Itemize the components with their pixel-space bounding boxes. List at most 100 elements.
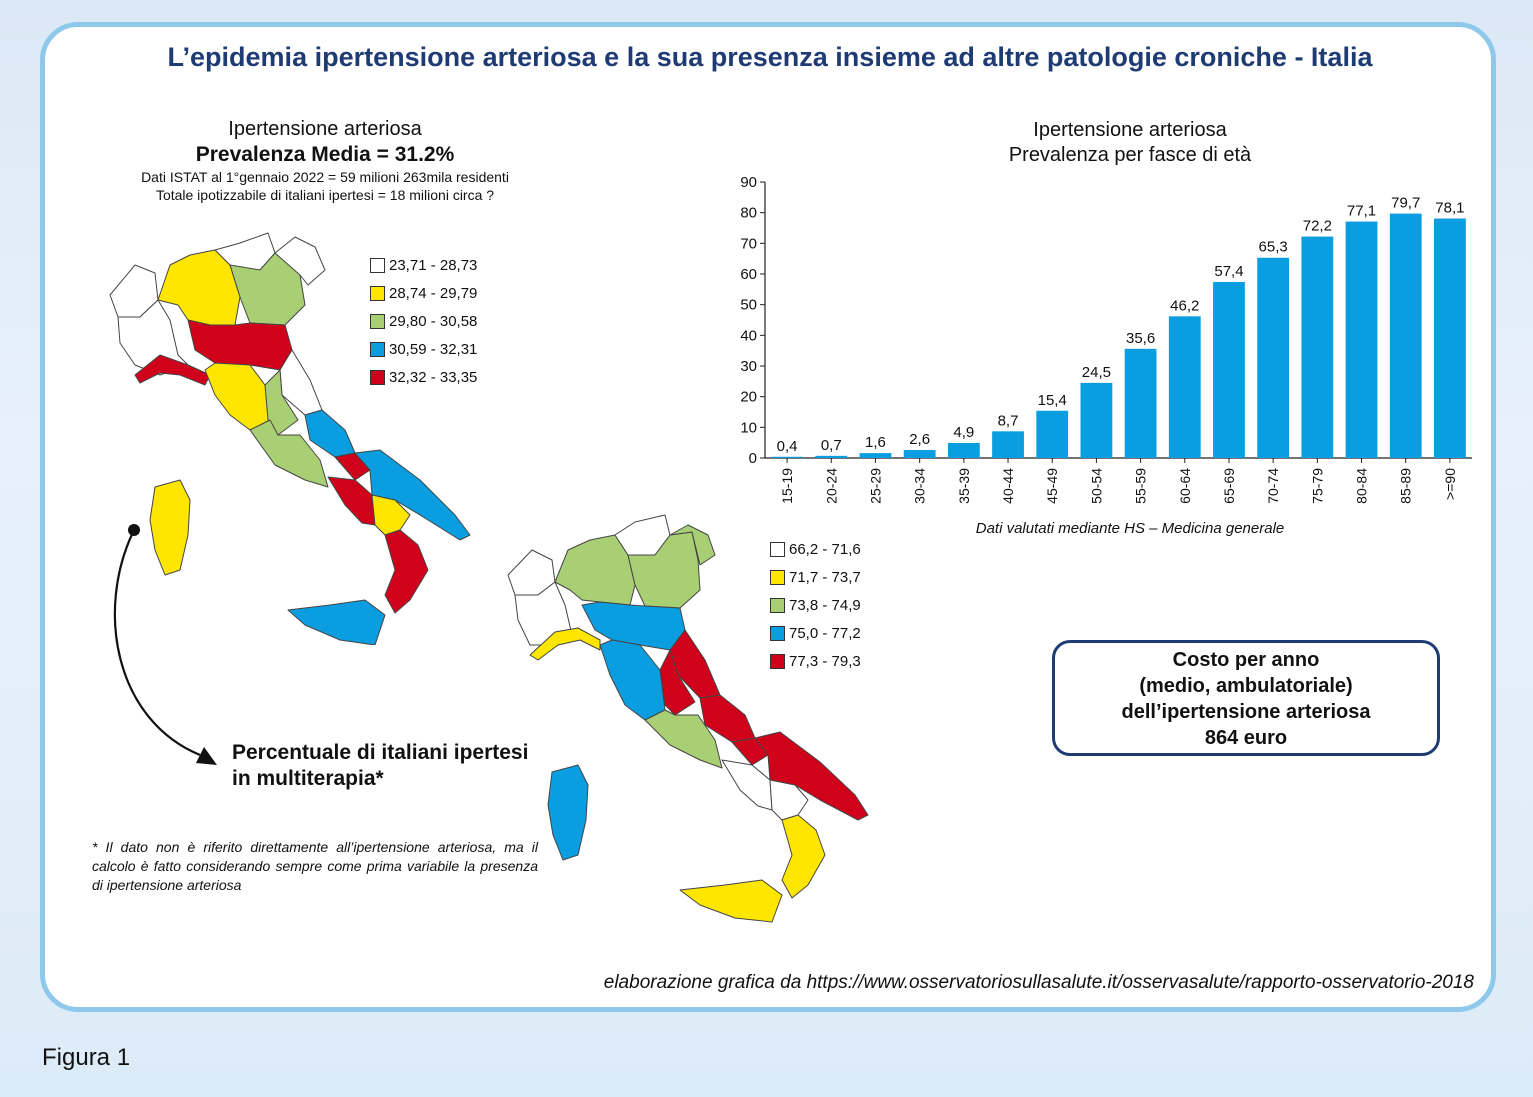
bar-value-label: 4,9 bbox=[953, 424, 974, 441]
bar-value-label: 46,2 bbox=[1170, 297, 1199, 314]
bar bbox=[1080, 382, 1113, 458]
left-heading-line1: Ipertensione arteriosa bbox=[228, 118, 422, 140]
legend1-item: 30,59 - 32,31 bbox=[370, 341, 477, 358]
region-friuli bbox=[669, 524, 716, 566]
region-sardegna bbox=[547, 764, 589, 861]
region-campania bbox=[721, 759, 773, 811]
left-heading-line4: Totale ipotizzabile di italiani ipertesi… bbox=[155, 187, 495, 204]
x-tick-label: 15-19 bbox=[779, 468, 795, 504]
region-liguria bbox=[529, 627, 601, 661]
legend1-swatch bbox=[370, 370, 385, 385]
x-tick-label: 20-24 bbox=[823, 468, 839, 504]
y-tick-label: 0 bbox=[749, 450, 757, 467]
legend1-label: 30,59 - 32,31 bbox=[389, 341, 478, 358]
region-friuli bbox=[274, 236, 326, 286]
x-tick-label: 65-69 bbox=[1221, 468, 1237, 504]
bar-value-label: 57,4 bbox=[1214, 263, 1243, 280]
legend2-item: 66,2 - 71,6 bbox=[770, 541, 861, 558]
bar bbox=[1301, 236, 1334, 458]
y-tick-label: 70 bbox=[740, 235, 757, 252]
bar bbox=[771, 456, 804, 458]
cost-line4: 864 euro bbox=[1204, 727, 1288, 749]
cost-line2: (medio, ambulatoriale) bbox=[1139, 675, 1353, 697]
legend2-label: 77,3 - 79,3 bbox=[789, 653, 861, 670]
legend2-item: 75,0 - 77,2 bbox=[770, 625, 861, 642]
legend1-swatch bbox=[370, 314, 385, 329]
legend1-item: 23,71 - 28,73 bbox=[370, 257, 477, 274]
multiterapia-line1: Percentuale di italiani ipertesi bbox=[232, 741, 529, 764]
x-tick-label: >=90 bbox=[1442, 468, 1458, 500]
bar bbox=[1213, 281, 1245, 458]
bar-value-label: 0,7 bbox=[821, 437, 842, 454]
legend2-item: 77,3 - 79,3 bbox=[770, 653, 861, 670]
y-tick-label: 80 bbox=[740, 205, 757, 222]
x-tick-label: 60-64 bbox=[1177, 468, 1193, 504]
region-sicilia bbox=[679, 879, 783, 923]
left-heading-line2: Prevalenza Media = 31.2% bbox=[195, 143, 455, 166]
bar bbox=[903, 450, 936, 458]
bar-value-label: 15,4 bbox=[1038, 392, 1067, 409]
y-tick-label: 10 bbox=[740, 419, 757, 436]
bar-value-label: 2,6 bbox=[909, 431, 930, 448]
bar bbox=[992, 431, 1024, 458]
legend2-item: 71,7 - 73,7 bbox=[770, 569, 861, 586]
region-puglia bbox=[354, 449, 471, 541]
bar-value-label: 65,3 bbox=[1259, 239, 1288, 256]
bar-value-label: 8,7 bbox=[998, 412, 1019, 429]
region-emilia-romagna bbox=[187, 319, 293, 371]
y-tick-label: 20 bbox=[740, 389, 757, 406]
cost-line1: Costo per anno bbox=[1172, 649, 1320, 671]
legend1-item: 29,80 - 30,58 bbox=[370, 313, 477, 330]
bar-value-label: 35,6 bbox=[1126, 330, 1155, 347]
region-lazio bbox=[249, 419, 329, 488]
legend2-label: 75,0 - 77,2 bbox=[789, 625, 861, 642]
region-piemonte bbox=[117, 299, 189, 376]
legend2-swatch bbox=[770, 542, 785, 557]
multiterapia-line2: in multiterapia* bbox=[232, 767, 384, 791]
y-tick-label: 60 bbox=[740, 266, 757, 283]
footnote: * Il dato non è riferito direttamente al… bbox=[92, 839, 538, 893]
region-umbria bbox=[264, 369, 299, 436]
legend2-swatch bbox=[770, 598, 785, 613]
x-tick-label: 80-84 bbox=[1354, 468, 1370, 504]
italy-map-prevalence bbox=[109, 232, 471, 645]
bar-value-label: 77,1 bbox=[1347, 203, 1376, 220]
legend1-label: 28,74 - 29,79 bbox=[389, 285, 478, 302]
region-toscana bbox=[599, 639, 666, 721]
y-tick-label: 90 bbox=[740, 174, 757, 191]
x-tick-label: 30-34 bbox=[912, 468, 928, 504]
chart-subtitle: Prevalenza per fasce di età bbox=[1008, 144, 1252, 166]
y-tick-label: 40 bbox=[740, 327, 757, 344]
region-calabria bbox=[384, 529, 429, 614]
legend1-item: 32,32 - 33,35 bbox=[370, 369, 477, 386]
legend2-item: 73,8 - 74,9 bbox=[770, 597, 861, 614]
region-liguria bbox=[134, 354, 211, 386]
y-tick-label: 30 bbox=[740, 358, 757, 375]
x-tick-label: 40-44 bbox=[1000, 468, 1016, 504]
region-toscana bbox=[204, 362, 271, 431]
bar bbox=[1389, 213, 1422, 458]
legend2-label: 71,7 - 73,7 bbox=[789, 569, 861, 586]
chart-caption: Dati valutati mediante HS – Medicina gen… bbox=[975, 520, 1285, 537]
figure-label: Figura 1 bbox=[42, 1044, 131, 1071]
legend1-label: 32,32 - 33,35 bbox=[389, 369, 478, 386]
x-tick-label: 50-54 bbox=[1088, 468, 1104, 504]
legend1-label: 23,71 - 28,73 bbox=[389, 257, 478, 274]
chart-title: Ipertensione arteriosa bbox=[1033, 119, 1227, 141]
cost-line3: dell’ipertensione arteriosa bbox=[1121, 701, 1371, 723]
legend1-swatch bbox=[370, 286, 385, 301]
legend2-label: 66,2 - 71,6 bbox=[789, 541, 861, 558]
legend2-swatch bbox=[770, 570, 785, 585]
legend2-label: 73,8 - 74,9 bbox=[789, 597, 861, 614]
x-tick-label: 75-79 bbox=[1309, 468, 1325, 504]
legend2-swatch bbox=[770, 626, 785, 641]
x-tick-label: 55-59 bbox=[1133, 468, 1149, 504]
x-tick-label: 45-49 bbox=[1044, 468, 1060, 504]
x-tick-label: 25-29 bbox=[867, 468, 883, 504]
region-campania bbox=[327, 476, 376, 526]
bar bbox=[1433, 218, 1466, 458]
left-heading-line3: Dati ISTAT al 1°gennaio 2022 = 59 milion… bbox=[141, 169, 509, 186]
italy-map-multiterapia bbox=[507, 514, 869, 923]
x-tick-label: 70-74 bbox=[1265, 468, 1281, 504]
chart-heading: Ipertensione arteriosa Prevalenza per fa… bbox=[880, 118, 1380, 168]
